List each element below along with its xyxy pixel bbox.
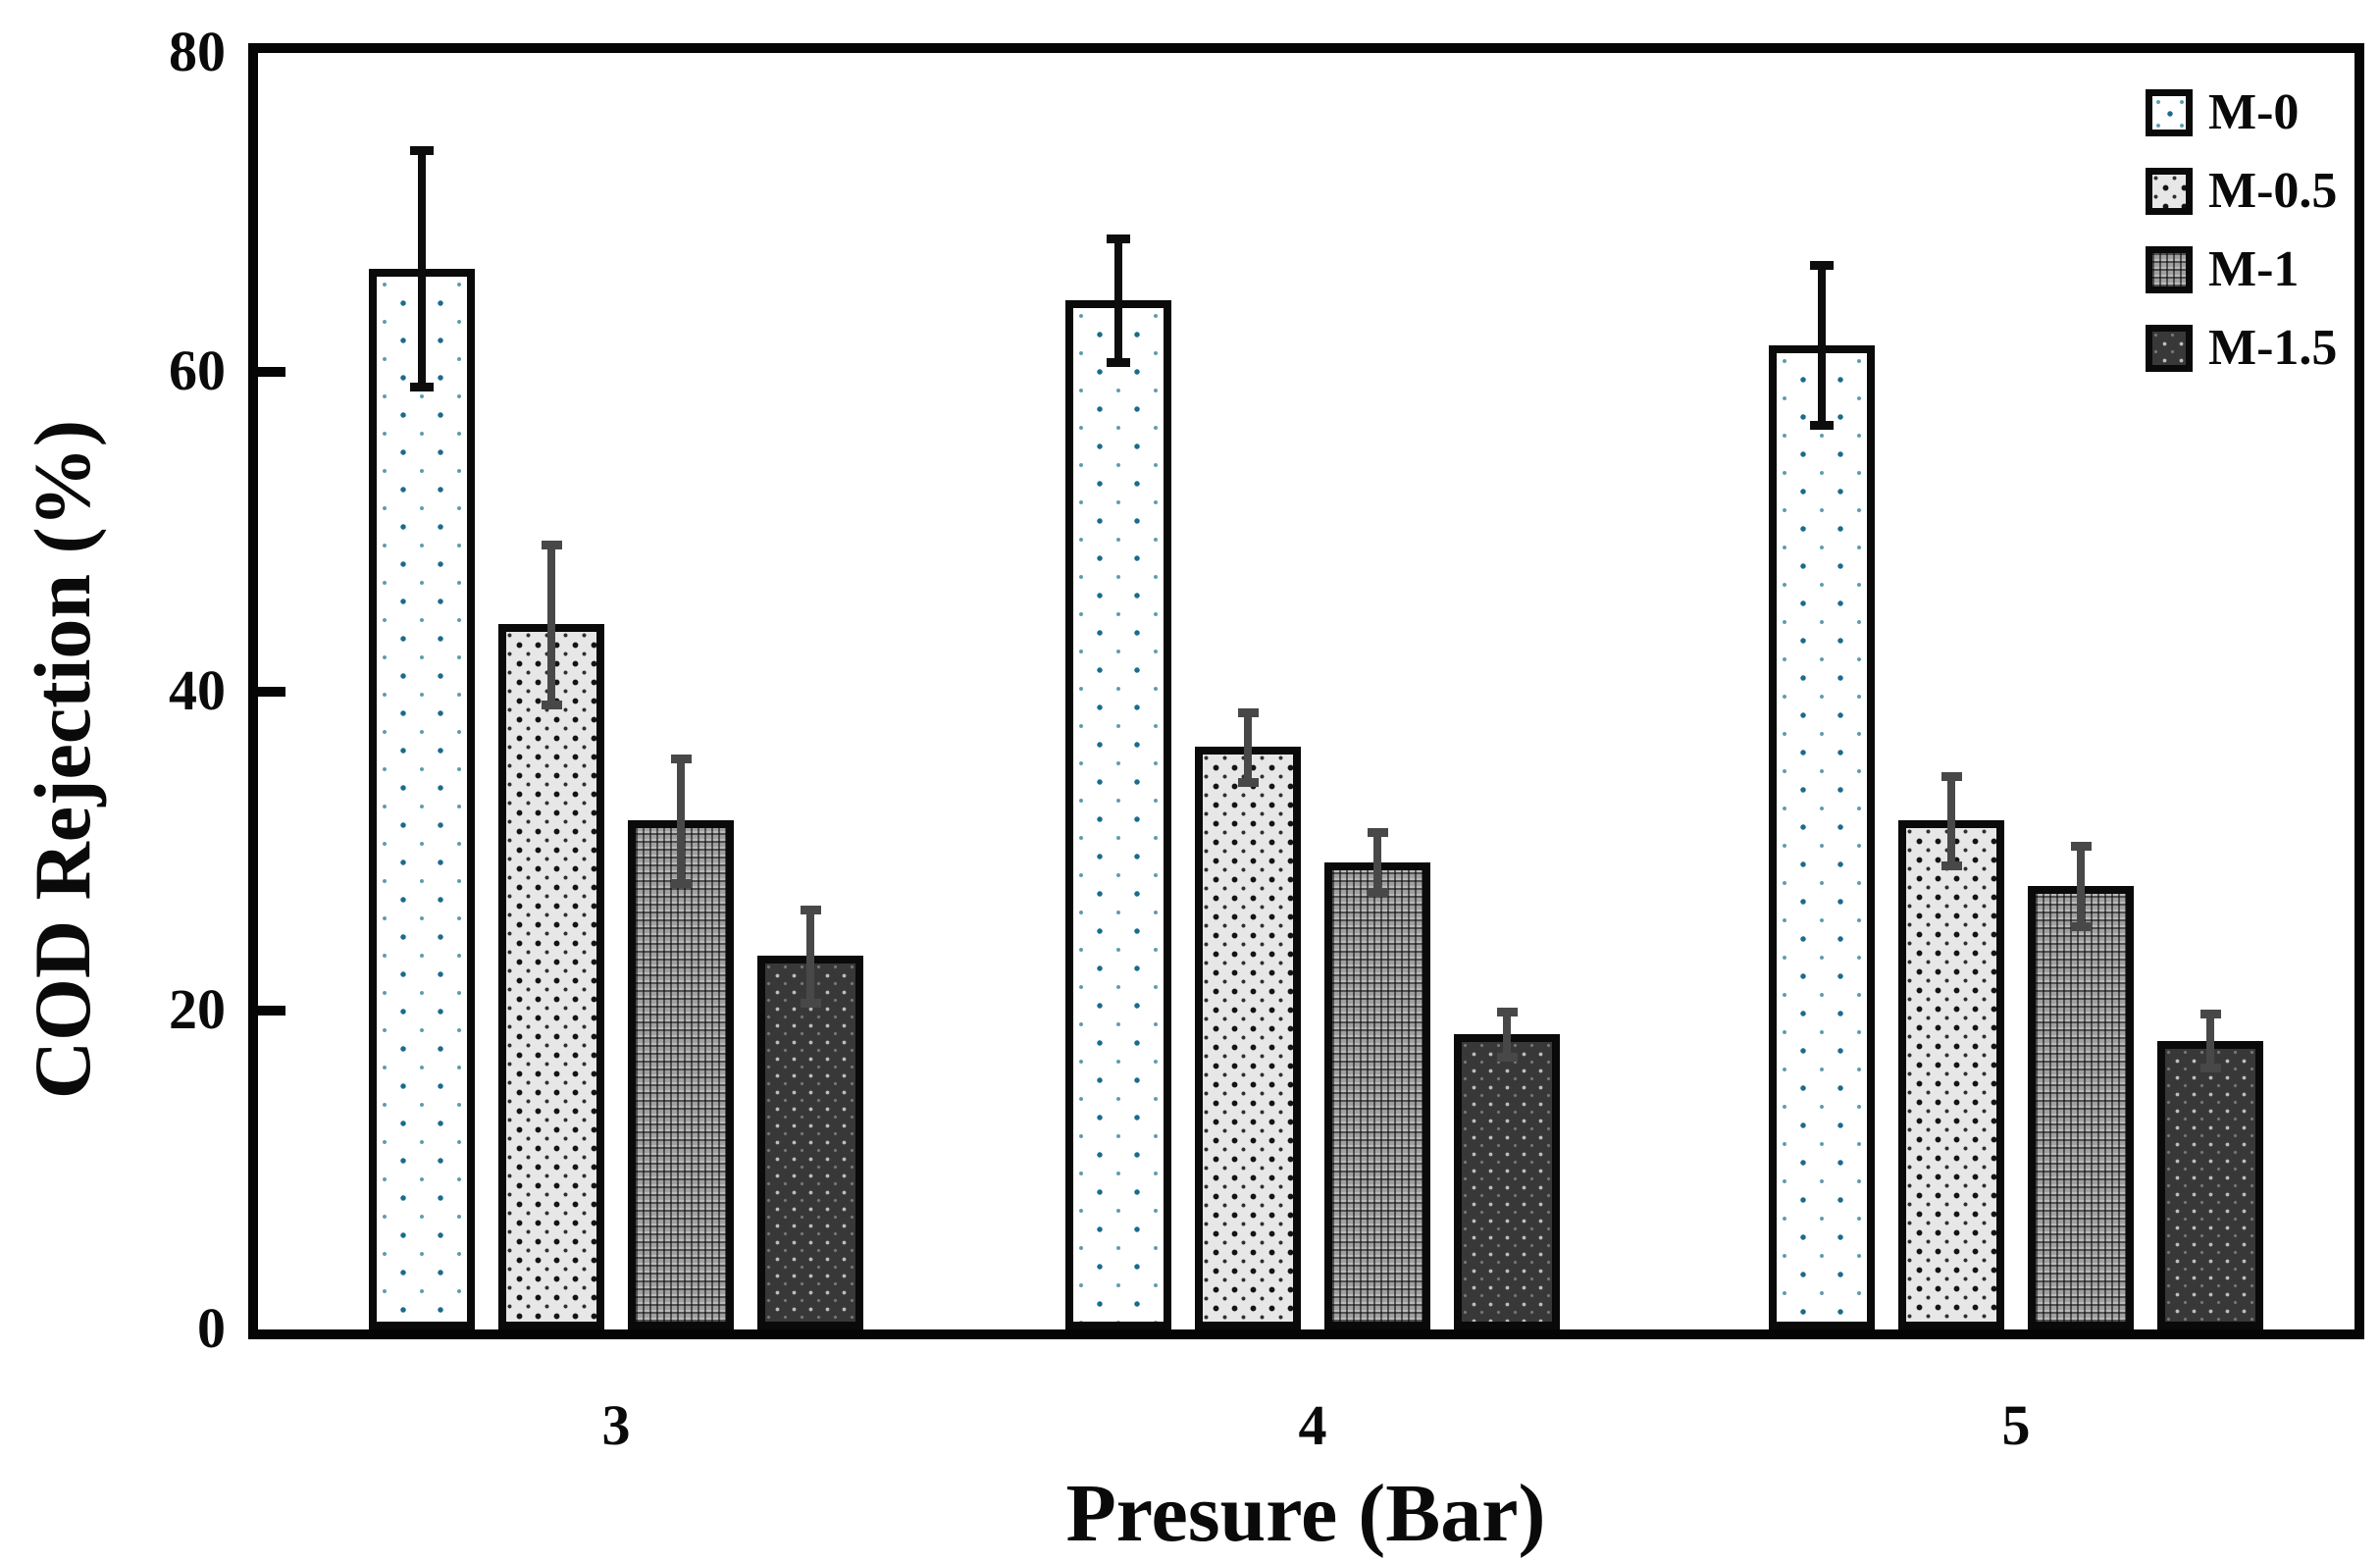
y-tick-mark — [258, 1005, 285, 1016]
error-bar-cap — [670, 878, 692, 888]
legend-swatch-weave-icon — [2146, 246, 2193, 293]
bar-M-1.5-p3 — [757, 956, 863, 1329]
y-tick-label: 20 — [169, 976, 226, 1041]
legend-swatch-blue-dots-icon — [2146, 89, 2193, 136]
error-bar-cap — [541, 540, 562, 549]
error-bar-cap — [410, 382, 434, 391]
error-bar-cap — [1237, 778, 1259, 788]
error-bar-cap — [1367, 888, 1388, 898]
legend-label: M-1.5 — [2208, 320, 2338, 376]
x-category-label: 3 — [601, 1393, 631, 1457]
error-bar-cap — [2070, 921, 2092, 931]
error-bar-cap — [1107, 358, 1130, 368]
x-axis-title: Presure (Bar) — [1065, 1468, 1546, 1559]
bar-M-0.5-p3 — [498, 624, 604, 1329]
bar-M-0-p5 — [1769, 344, 1875, 1329]
error-bar-M-1.5-p5 — [2206, 1014, 2214, 1068]
bar-M-0.5-p4 — [1195, 747, 1301, 1329]
error-bar-cap — [541, 700, 562, 709]
y-tick-label: 0 — [197, 1295, 226, 1360]
error-bar-M-1-p3 — [677, 757, 685, 883]
bar-M-1.5-p5 — [2157, 1040, 2263, 1329]
bar-M-1-p3 — [628, 820, 734, 1329]
error-bar-M-1-p5 — [2077, 846, 2085, 926]
error-bar-cap — [1940, 771, 1962, 781]
y-tick-label: 40 — [169, 657, 226, 722]
error-bar-cap — [410, 146, 434, 156]
bar-M-0-p4 — [1065, 300, 1171, 1329]
error-bar-M-0-p4 — [1114, 237, 1122, 363]
error-bar-M-1.5-p3 — [806, 910, 814, 1003]
error-bar-cap — [1107, 234, 1130, 243]
bar-M-1-p5 — [2028, 885, 2134, 1329]
error-bar-cap — [670, 754, 692, 763]
y-tick-mark — [258, 686, 285, 697]
error-bar-cap — [800, 998, 821, 1008]
bar-M-0.5-p5 — [1898, 820, 2004, 1329]
bar-M-1-p4 — [1324, 861, 1430, 1329]
legend-item-M-0: M-0 — [2146, 87, 2299, 138]
error-bar-cap — [1810, 420, 1834, 430]
error-bar-M-0.5-p5 — [1947, 775, 1955, 865]
error-bar-M-0.5-p3 — [547, 544, 555, 704]
error-bar-cap — [2199, 1010, 2221, 1018]
error-bar-cap — [1496, 1008, 1518, 1017]
legend-label: M-1 — [2208, 241, 2300, 297]
y-tick-mark — [258, 367, 285, 378]
error-bar-M-0-p5 — [1818, 265, 1826, 425]
legend-label: M-0 — [2208, 84, 2300, 140]
bar-M-0-p3 — [369, 268, 475, 1329]
bar-M-1.5-p4 — [1454, 1034, 1560, 1329]
x-category-label: 4 — [1298, 1393, 1327, 1457]
error-bar-cap — [1496, 1052, 1518, 1062]
error-bar-cap — [1810, 261, 1834, 271]
error-bar-M-0-p3 — [418, 150, 426, 387]
error-bar-M-0.5-p4 — [1244, 711, 1252, 783]
y-tick-label: 80 — [169, 19, 226, 83]
x-category-label: 5 — [2001, 1393, 2031, 1457]
legend-swatch-dark-speckle-icon — [2146, 325, 2193, 372]
error-bar-M-1-p4 — [1373, 831, 1381, 893]
error-bar-M-1.5-p4 — [1503, 1012, 1511, 1057]
legend-item-M-1: M-1 — [2146, 244, 2299, 295]
legend-label: M-0.5 — [2208, 163, 2338, 219]
error-bar-cap — [800, 906, 821, 915]
y-tick-label: 60 — [169, 339, 226, 403]
error-bar-cap — [1367, 827, 1388, 837]
error-bar-cap — [1940, 860, 1962, 870]
plot-area: M-0 M-0.5 M-1 M-1.5 — [258, 53, 2354, 1329]
error-bar-cap — [2070, 842, 2092, 852]
error-bar-cap — [2199, 1064, 2221, 1073]
legend-item-M-0.5: M-0.5 — [2146, 166, 2337, 217]
legend-item-M-1.5: M-1.5 — [2146, 323, 2337, 374]
error-bar-cap — [1237, 707, 1259, 717]
legend-swatch-gray-dots-icon — [2146, 168, 2193, 215]
